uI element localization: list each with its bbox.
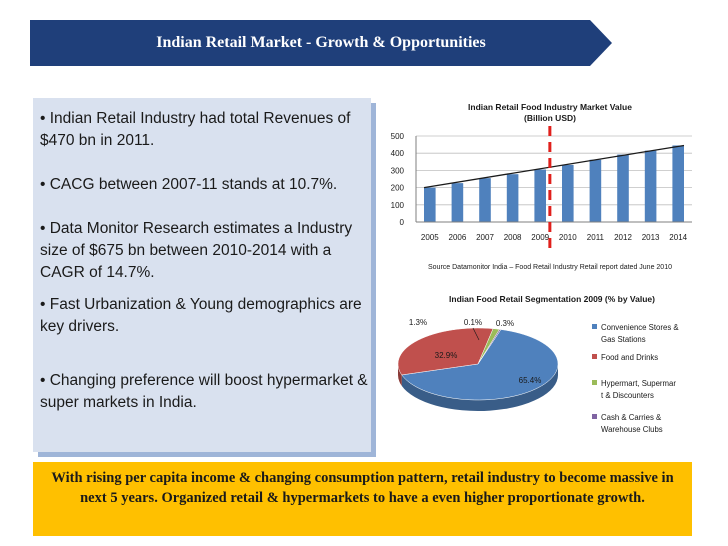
bullet-revenue: • Indian Retail Industry had total Reven… — [40, 110, 351, 149]
segmentation-pie-chart: Indian Food Retail Segmentation 2009 (% … — [397, 294, 679, 434]
bar — [672, 145, 684, 222]
bar-y-tick-label: 200 — [391, 184, 405, 193]
bar-x-tick-label: 2005 — [421, 233, 439, 242]
pie-legend-label: Gas Stations — [601, 335, 646, 344]
pie-data-label: 1.3% — [409, 318, 427, 327]
bar — [589, 159, 602, 222]
pie-legend-swatch — [592, 414, 597, 419]
conclusion-callout: With rising per capita income & changing… — [33, 462, 692, 536]
bar-x-tick-label: 2008 — [504, 233, 522, 242]
bar-chart-subtitle: (Billion USD) — [524, 113, 576, 123]
bar — [644, 150, 657, 222]
bar-chart-title: Indian Retail Food Industry Market Value — [468, 102, 632, 112]
pie-slice — [397, 327, 494, 376]
bar-x-tick-label: 2009 — [531, 233, 549, 242]
pie-data-label: 0.1% — [464, 318, 482, 327]
pie-chart-title: Indian Food Retail Segmentation 2009 (% … — [449, 294, 655, 304]
page-title: Indian Retail Market - Growth & Opportun… — [156, 34, 486, 51]
pie-data-label: 32.9% — [435, 351, 458, 360]
bar — [534, 169, 546, 222]
bullet-panel: • Indian Retail Industry had total Reven… — [33, 98, 371, 452]
pie-legend-label: Hypermart, Supermar — [601, 379, 676, 388]
pie-slice — [477, 329, 502, 365]
pie-leader-line — [472, 327, 480, 341]
pie-legend-label: Convenience Stores & — [601, 323, 679, 332]
pie-chart-data-labels: 65.4% 32.9% 1.3% 0.1% 0.3% — [409, 318, 541, 385]
banner-shape — [30, 20, 612, 66]
bullet-drivers: • Fast Urbanization & Young demographics… — [40, 296, 362, 335]
bar-x-tick-label: 2007 — [476, 233, 494, 242]
bar-x-tick-label: 2013 — [642, 233, 660, 242]
bar — [424, 187, 436, 222]
pie-legend-label: Food and Drinks — [601, 353, 658, 362]
pie-legend-swatch — [592, 324, 597, 329]
bar — [617, 154, 629, 222]
pie-legend-swatch — [592, 380, 597, 385]
bar — [451, 183, 464, 222]
bar-y-tick-label: 300 — [391, 166, 405, 175]
pie-data-label: 0.3% — [496, 319, 514, 328]
bar — [479, 178, 491, 222]
title-banner: Indian Retail Market - Growth & Opportun… — [30, 20, 612, 66]
bar-x-tick-label: 2006 — [449, 233, 467, 242]
bar-x-tick-label: 2012 — [614, 233, 632, 242]
bar-chart-trendline — [423, 144, 685, 189]
bar-y-tick-label: 0 — [400, 218, 405, 227]
bar-chart-x-tick-labels: 2005 2006 2007 2008 2009 2010 2011 2012 2013 2014 — [421, 233, 688, 242]
bar-y-tick-label: 400 — [391, 149, 405, 158]
pie-legend-swatch — [592, 354, 597, 359]
bar-x-tick-label: 2011 — [587, 233, 605, 242]
pie-slice-side — [401, 364, 558, 411]
pie-data-label: 65.4% — [519, 376, 542, 385]
bullet-cagr: • CACG between 2007-11 stands at 10.7%. — [40, 176, 338, 193]
bar — [506, 174, 519, 222]
bullet-hypermarkets: • Changing preference will boost hyperma… — [40, 372, 368, 411]
bar-y-tick-label: 100 — [391, 201, 405, 210]
pie-legend-label: Warehouse Clubs — [601, 425, 663, 434]
bar-x-tick-label: 2010 — [559, 233, 577, 242]
bar-chart-y-tick-labels: 0 100 200 300 400 500 — [391, 132, 405, 227]
pie-slice — [401, 329, 559, 401]
pie-chart-slices — [397, 327, 559, 411]
market-value-bar-chart: Indian Retail Food Industry Market Value… — [391, 102, 692, 271]
pie-slice-side — [398, 364, 402, 386]
pie-legend-label: t & Discounters — [601, 391, 654, 400]
bar-chart-bars — [424, 145, 684, 222]
bar-x-tick-label: 2014 — [669, 233, 687, 242]
bar — [562, 164, 574, 222]
pie-chart-legend: Convenience Stores & Gas Stations Food and… — [592, 323, 679, 434]
bar-chart-source: Source Datamonitor India – Food Retail I… — [428, 264, 672, 271]
bar-y-tick-label: 500 — [391, 132, 405, 141]
pie-legend-label: Cash & Carries & — [601, 413, 662, 422]
bullet-forecast: • Data Monitor Research estimates a Indu… — [40, 220, 353, 281]
